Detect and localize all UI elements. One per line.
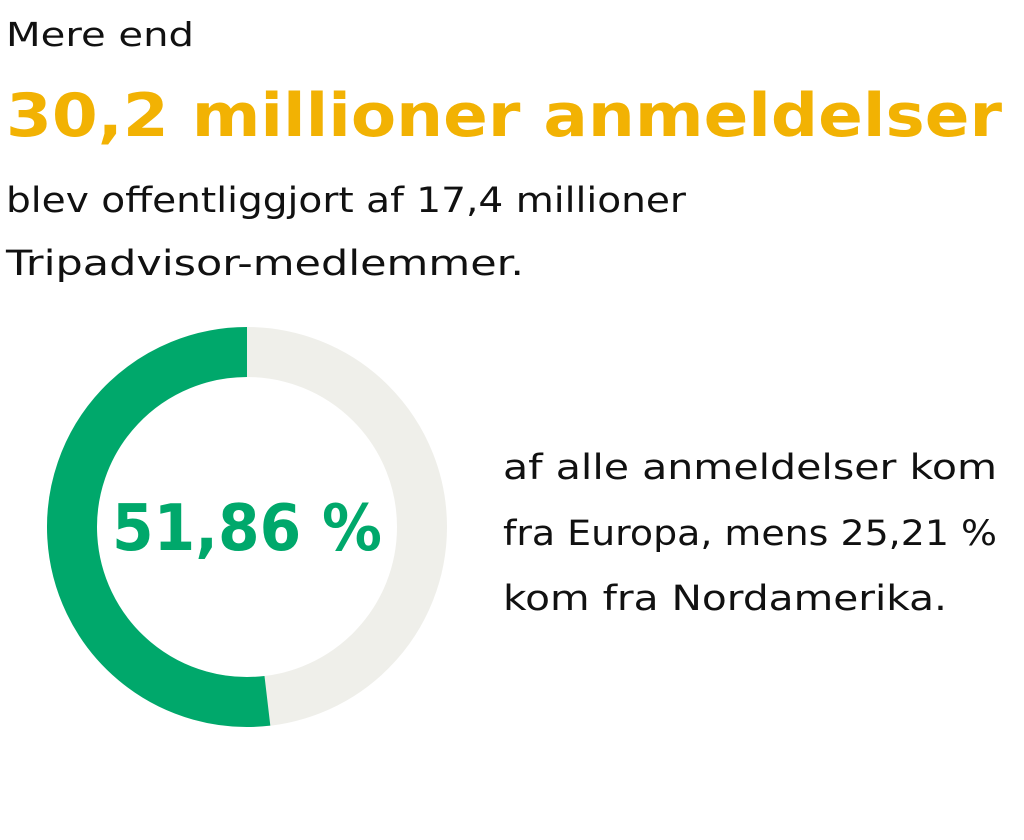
donut-segment <box>47 327 271 727</box>
donut-chart: 51,86 % <box>47 327 447 727</box>
caption-line: af alle anmeldelser kom <box>503 448 997 488</box>
intro-text: Mere end <box>6 15 194 54</box>
caption-line: fra Europa, mens 25,21 % <box>503 514 997 554</box>
body-line: blev offentliggjort af 17,4 millioner <box>6 181 687 221</box>
body-line: Tripadvisor-medlemmer. <box>5 244 524 284</box>
donut-label: 51,86 % <box>112 492 382 566</box>
caption-line: kom fra Nordamerika. <box>503 579 947 619</box>
headline: 30,2 millioner anmeldelser <box>6 81 1002 151</box>
